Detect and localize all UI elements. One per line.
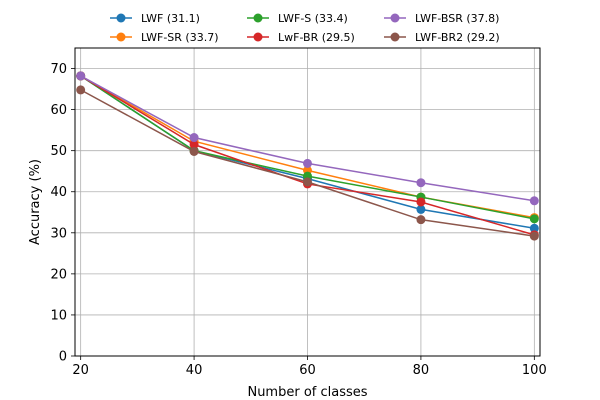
legend-label: LWF-S (33.4) <box>278 12 348 25</box>
data-point <box>416 197 426 207</box>
data-point <box>189 133 199 143</box>
y-tick-label: 20 <box>50 267 67 282</box>
y-tick-label: 0 <box>59 350 67 365</box>
legend-label: LwF-BR (29.5) <box>278 31 355 44</box>
data-point <box>76 71 86 81</box>
legend-marker <box>116 32 126 42</box>
series-lines <box>76 71 539 241</box>
legend-entry: LWF (31.1) <box>110 12 200 25</box>
legend-marker <box>253 13 263 23</box>
data-point <box>189 140 199 150</box>
legend-label: LWF (31.1) <box>141 12 200 25</box>
y-axis-ticks: 0 10 20 30 40 50 60 70 <box>50 62 75 365</box>
data-point <box>529 196 539 206</box>
x-tick-label: 100 <box>522 363 547 378</box>
legend-entry: LWF-S (33.4) <box>247 12 348 25</box>
x-tick-label: 60 <box>299 363 316 378</box>
legend-entry: LWF-SR (33.7) <box>110 31 219 44</box>
legend-marker <box>116 13 126 23</box>
grid-lines <box>75 48 540 357</box>
legend-marker <box>253 32 263 42</box>
legend-marker <box>390 32 400 42</box>
legend-label: LWF-BSR (37.8) <box>415 12 499 25</box>
y-tick-label: 60 <box>50 103 67 118</box>
series-5 <box>76 71 539 206</box>
legend-label: LWF-SR (33.7) <box>141 31 219 44</box>
data-point <box>76 85 86 95</box>
data-point <box>529 231 539 241</box>
x-tick-label: 80 <box>413 363 430 378</box>
y-tick-label: 70 <box>50 62 67 77</box>
data-point <box>416 178 426 188</box>
data-point <box>529 214 539 224</box>
data-point <box>189 146 199 156</box>
data-point <box>303 177 312 187</box>
legend-entry: LWF-BSR (37.8) <box>384 12 499 25</box>
legend: LWF (31.1) LWF-SR (33.7) LWF-S (33.4) LwF-B… <box>110 12 500 44</box>
x-axis-label: Number of classes <box>247 385 367 400</box>
data-point <box>303 158 312 168</box>
data-point <box>529 223 539 233</box>
x-axis-ticks: 20 40 60 80 100 <box>72 356 547 378</box>
x-tick-label: 40 <box>186 363 203 378</box>
y-axis-label: Accuracy (%) <box>28 159 43 245</box>
data-point <box>416 204 426 214</box>
legend-entry: LwF-BR (29.5) <box>247 31 355 44</box>
y-tick-label: 30 <box>50 226 67 241</box>
legend-label: LWF-BR2 (29.2) <box>415 31 500 44</box>
data-point <box>416 215 426 225</box>
x-tick-label: 20 <box>72 363 89 378</box>
y-tick-label: 10 <box>50 308 67 323</box>
y-tick-label: 40 <box>50 185 67 200</box>
y-tick-label: 50 <box>50 144 67 159</box>
series-6 <box>76 85 539 241</box>
legend-marker <box>390 13 400 23</box>
legend-entry: LWF-BR2 (29.2) <box>384 31 500 44</box>
